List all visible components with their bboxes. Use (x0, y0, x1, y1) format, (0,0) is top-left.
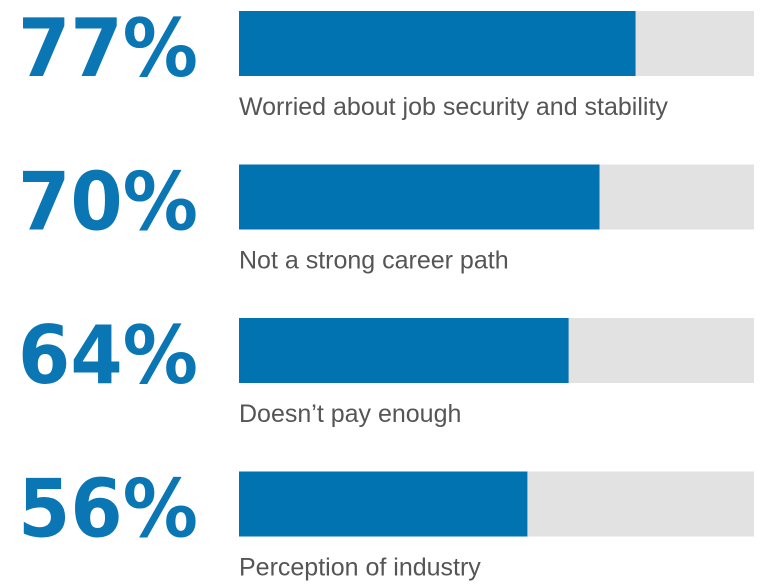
value-label: 77% (18, 2, 198, 95)
category-label: Not a strong career path (239, 247, 509, 275)
value-label: 70% (18, 156, 198, 249)
bar (239, 318, 569, 383)
value-label: 56% (18, 463, 198, 556)
bar (239, 471, 528, 537)
category-label: Doesn’t pay enough (239, 400, 461, 428)
bar (239, 11, 636, 76)
value-label: 64% (18, 309, 198, 402)
category-label: Worried about job security and stability (239, 93, 668, 121)
category-label: Perception of industry (239, 554, 481, 582)
bar (239, 164, 600, 230)
